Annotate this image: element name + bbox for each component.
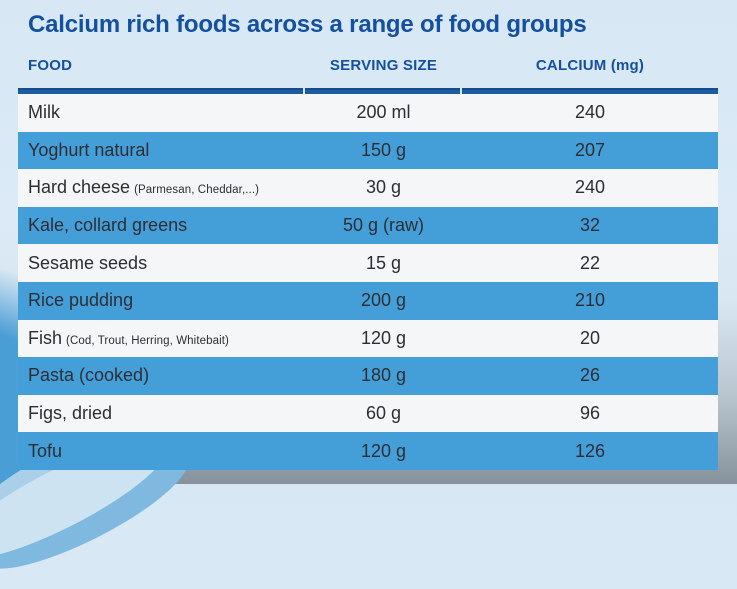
table-row: Hard cheese (Parmesan, Cheddar,...) 30 g … <box>18 169 718 207</box>
border-segment <box>305 88 460 94</box>
food-note: (Parmesan, Cheddar,...) <box>134 184 260 197</box>
table-row: Figs, dried 60 g 96 <box>18 394 718 433</box>
serving-cell: 180 g <box>360 365 407 386</box>
column-header-calcium: CALCIUM (mg) <box>535 57 645 74</box>
serving-cell: 120 g <box>360 440 407 461</box>
food-cell: Kale, collard greens <box>18 215 305 236</box>
food-name: Fish <box>28 327 63 348</box>
table-row: Yoghurt natural 150 g 207 <box>18 131 718 170</box>
calcium-cell: 207 <box>574 139 606 160</box>
table-row: Sesame seeds 15 g 22 <box>18 244 718 282</box>
border-segment <box>18 88 303 94</box>
food-name: Hard cheese <box>28 177 131 198</box>
food-name: Pasta (cooked) <box>28 365 150 386</box>
border-segment <box>462 88 718 94</box>
food-name: Kale, collard greens <box>28 215 188 236</box>
table-header-row: FOOD SERVING SIZE CALCIUM (mg) <box>18 57 718 74</box>
food-cell: Yoghurt natural <box>18 140 305 161</box>
food-cell: Sesame seeds <box>18 253 305 274</box>
serving-cell: 50 g (raw) <box>342 215 425 236</box>
calcium-cell: 26 <box>579 365 601 386</box>
food-name: Tofu <box>28 440 63 461</box>
calcium-cell: 96 <box>579 403 601 424</box>
table-row: Pasta (cooked) 180 g 26 <box>18 357 718 395</box>
food-cell: Figs, dried <box>18 403 305 424</box>
food-cell: Milk <box>18 102 305 123</box>
table-row: Milk 200 ml 240 <box>18 94 718 132</box>
calcium-cell: 240 <box>574 102 606 123</box>
serving-cell: 30 g <box>365 177 402 198</box>
food-name: Figs, dried <box>28 403 113 424</box>
calcium-cell: 20 <box>579 327 601 348</box>
table-row: Tofu 120 g 126 <box>18 432 718 470</box>
food-name: Rice pudding <box>28 290 134 311</box>
serving-cell: 120 g <box>360 327 407 348</box>
serving-cell: 200 g <box>360 290 407 311</box>
food-name: Milk <box>28 102 60 123</box>
food-name: Yoghurt natural <box>28 139 150 160</box>
page-title: Calcium rich foods across a range of foo… <box>28 11 587 38</box>
food-cell: Hard cheese (Parmesan, Cheddar,...) <box>18 177 305 198</box>
serving-cell: 200 ml <box>356 102 411 123</box>
column-header-food: FOOD <box>28 57 73 74</box>
serving-cell: 60 g <box>365 403 402 424</box>
food-note: (Cod, Trout, Herring, Whitebait) <box>66 334 229 347</box>
table-top-border <box>18 88 718 94</box>
serving-cell: 15 g <box>365 252 402 273</box>
calcium-cell: 32 <box>579 215 601 236</box>
food-cell: Tofu <box>18 441 305 462</box>
food-cell: Fish (Cod, Trout, Herring, Whitebait) <box>18 328 305 349</box>
food-name: Sesame seeds <box>28 252 148 273</box>
food-cell: Pasta (cooked) <box>18 365 305 386</box>
table-row: Fish (Cod, Trout, Herring, Whitebait) 120… <box>18 319 718 358</box>
calcium-cell: 126 <box>574 440 606 461</box>
serving-cell: 150 g <box>360 139 407 160</box>
calcium-cell: 240 <box>574 177 606 198</box>
table-row: Kale, collard greens 50 g (raw) 32 <box>18 206 718 245</box>
calcium-cell: 22 <box>579 252 601 273</box>
calcium-cell: 210 <box>574 290 606 311</box>
table-row: Rice pudding 200 g 210 <box>18 281 718 320</box>
column-header-serving-size: SERVING SIZE <box>329 57 438 74</box>
calcium-table: Milk 200 ml 240 Yoghurt natural 150 g 20… <box>18 88 718 470</box>
food-cell: Rice pudding <box>18 290 305 311</box>
